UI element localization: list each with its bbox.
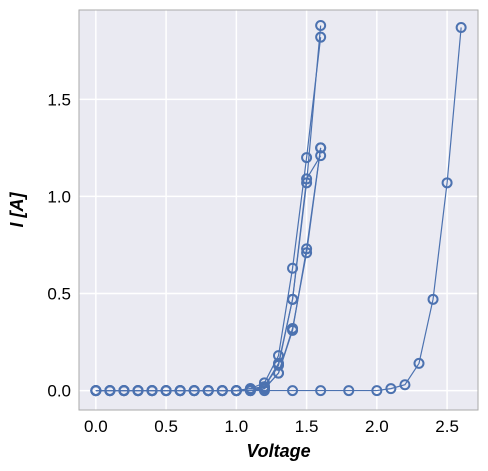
- y-tick-label: 0.5: [47, 284, 71, 303]
- data-point: [301, 173, 313, 185]
- y-tick-label: 1.5: [47, 90, 71, 109]
- data-point: [90, 385, 102, 397]
- data-point: [427, 293, 439, 305]
- data-point: [315, 385, 327, 397]
- data-point: [399, 379, 411, 391]
- y-tick-label: 1.0: [47, 187, 71, 206]
- data-point: [258, 385, 270, 397]
- data-point: [315, 20, 327, 32]
- data-point: [441, 177, 453, 189]
- series-line: [95, 27, 462, 392]
- x-tick-label: 0.5: [154, 417, 178, 436]
- x-tick-label: 2.5: [435, 417, 459, 436]
- y-tick-label: 0.0: [47, 382, 71, 401]
- data-point: [287, 262, 299, 274]
- x-tick-label: 0.0: [84, 417, 108, 436]
- x-axis-label: Voltage: [246, 441, 310, 461]
- data-point: [455, 21, 467, 33]
- data-point: [118, 385, 130, 397]
- data-point: [174, 385, 186, 397]
- plot-background: [79, 10, 478, 410]
- data-point: [230, 385, 242, 397]
- plot-frame: [78, 9, 479, 411]
- data-point: [301, 152, 313, 164]
- data-point: [385, 383, 397, 395]
- data-point: [413, 357, 425, 369]
- data-point: [315, 31, 327, 43]
- data-point: [273, 367, 284, 379]
- data-point: [273, 359, 284, 371]
- data-point: [202, 385, 214, 397]
- x-tick-label: 2.0: [365, 417, 389, 436]
- x-tick-label: 1.0: [225, 417, 249, 436]
- tick-labels: 0.0 0.5 1.0 1.5 2.0 2.5 0.0 0.5 1.0 1.5: [47, 90, 459, 436]
- data-point: [343, 385, 355, 397]
- data-point: [287, 385, 299, 397]
- data-point: [315, 142, 327, 154]
- y-axis-label: I [A]: [7, 192, 27, 228]
- series-6: [90, 21, 467, 397]
- data-point: [287, 293, 299, 305]
- x-tick-label: 1.5: [295, 417, 319, 436]
- data-point: [146, 385, 158, 397]
- data-point: [371, 385, 383, 397]
- series-layer: [90, 20, 467, 397]
- data-point: [287, 322, 299, 334]
- data-point: [301, 247, 313, 259]
